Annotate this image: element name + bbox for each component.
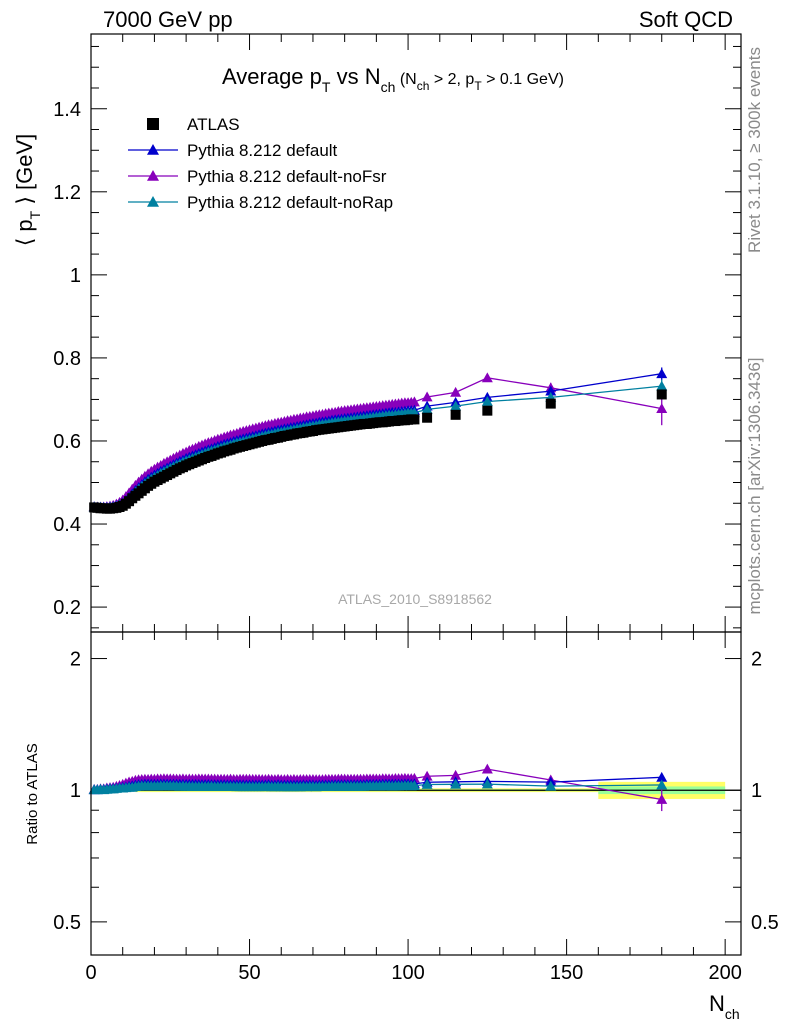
- y-tick-label-main: 0.6: [53, 431, 81, 453]
- legend-label-default: Pythia 8.212 default: [187, 141, 338, 160]
- y-tick-label-ratio: 2: [70, 649, 81, 671]
- ratio-point-noRap: [450, 778, 462, 789]
- y-tick-label-ratio-right: 1: [751, 780, 762, 802]
- ratio-point-noRap: [545, 780, 557, 791]
- data-point-noRap: [656, 380, 668, 391]
- analysis-watermark: ATLAS_2010_S8918562: [338, 591, 492, 607]
- data-point-default: [656, 368, 668, 379]
- ratio-point-noFsr: [421, 770, 433, 781]
- y-tick-label-main: 0.4: [53, 514, 81, 536]
- ratio-point-noRap: [481, 778, 493, 789]
- data-point-noRap: [421, 403, 433, 414]
- data-point-data: [422, 412, 433, 423]
- y-tick-label-main: 0.8: [53, 348, 81, 370]
- data-point-default: [545, 385, 557, 396]
- x-tick-label: 100: [391, 962, 424, 984]
- data-point-data: [409, 414, 420, 425]
- ratio-plot-series: [88, 763, 668, 812]
- legend-label-noRap: Pythia 8.212 default-noRap: [187, 193, 393, 212]
- x-axis-label: Nch: [709, 991, 740, 1022]
- ratio-point-noRap: [408, 780, 420, 791]
- main-plot-series: [88, 367, 668, 514]
- plot-title: Average pT vs Nch (Nch > 2, pT > 0.1 GeV…: [222, 64, 564, 95]
- legend-marker-data: [147, 118, 159, 130]
- data-point-noRap: [450, 400, 462, 411]
- data-point-data: [545, 398, 556, 409]
- data-point-noRap: [481, 396, 493, 406]
- legend: ATLAS Pythia 8.212 default Pythia 8.212 de…: [128, 115, 393, 212]
- x-tick-label: 200: [708, 962, 741, 984]
- legend-label-data: ATLAS: [187, 115, 240, 134]
- tick-labels: 0 50 100 150 200 0.2 0.4 0.6 0.8 1 1.2 1.4 0.5 0.5 1 1 2…: [53, 99, 779, 984]
- ratio-plot-frame: [90, 631, 742, 956]
- data-point-data: [450, 409, 461, 420]
- series-line-noFsr: [94, 377, 662, 508]
- series-line-default: [94, 373, 662, 509]
- y-axis-label-ratio: Ratio to ATLAS: [24, 743, 41, 844]
- legend-marker-noFsr: [147, 170, 159, 181]
- ratio-point-noFsr: [481, 763, 493, 774]
- axis-ticks: [90, 34, 741, 955]
- ratio-point-noRap: [421, 779, 433, 789]
- data-point-data: [482, 405, 493, 416]
- header-left: 7000 GeV pp: [103, 7, 233, 32]
- ratio-point-noFsr: [450, 769, 462, 780]
- rivet-version-text: Rivet 3.1.10, ≥ 300k events: [745, 47, 764, 253]
- data-point-data: [656, 389, 667, 400]
- y-tick-label-main: 1: [70, 265, 81, 287]
- header-right: Soft QCD: [639, 7, 733, 32]
- y-tick-label-ratio: 0.5: [53, 912, 81, 934]
- y-tick-label-ratio-right: 2: [751, 649, 762, 671]
- y-tick-label-main: 0.2: [53, 597, 81, 619]
- data-point-noFsr: [421, 391, 433, 402]
- y-tick-label-main: 1.2: [53, 182, 81, 204]
- ratio-point-default: [656, 771, 668, 782]
- y-tick-label-main: 1.4: [53, 99, 81, 121]
- legend-label-noFsr: Pythia 8.212 default-noFsr: [187, 167, 387, 186]
- ratio-point-noRap: [656, 779, 668, 790]
- data-point-noFsr: [450, 386, 462, 397]
- x-tick-label: 150: [550, 962, 583, 984]
- data-point-noFsr: [481, 372, 493, 383]
- mcplots-reference-text: mcplots.cern.ch [arXiv:1306.3436]: [745, 357, 764, 614]
- y-axis-label-main: ⟨ pT ⟩ [GeV]: [12, 134, 43, 247]
- y-tick-label-ratio-right: 0.5: [751, 912, 779, 934]
- ratio-point-noFsr: [656, 794, 668, 804]
- y-tick-label-ratio: 1: [70, 780, 81, 802]
- data-point-noFsr: [408, 396, 420, 407]
- legend-marker-noRap: [147, 196, 159, 207]
- x-tick-label: 0: [85, 962, 96, 984]
- data-point-noFsr: [656, 403, 668, 413]
- legend-marker-default: [147, 144, 159, 155]
- x-tick-label: 50: [238, 962, 260, 984]
